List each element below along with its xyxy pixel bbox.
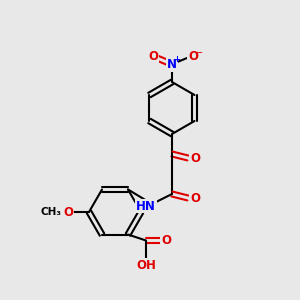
Text: O: O	[190, 191, 200, 205]
Text: HN: HN	[136, 200, 156, 212]
Text: −: −	[195, 48, 203, 58]
Text: N: N	[167, 58, 177, 71]
Text: O: O	[190, 152, 200, 164]
Text: O: O	[63, 206, 73, 218]
Text: +: +	[173, 56, 181, 64]
Text: OH: OH	[136, 259, 156, 272]
Text: O: O	[188, 50, 198, 64]
Text: O: O	[161, 234, 171, 247]
Text: CH₃: CH₃	[40, 207, 61, 217]
Text: O: O	[148, 50, 158, 64]
